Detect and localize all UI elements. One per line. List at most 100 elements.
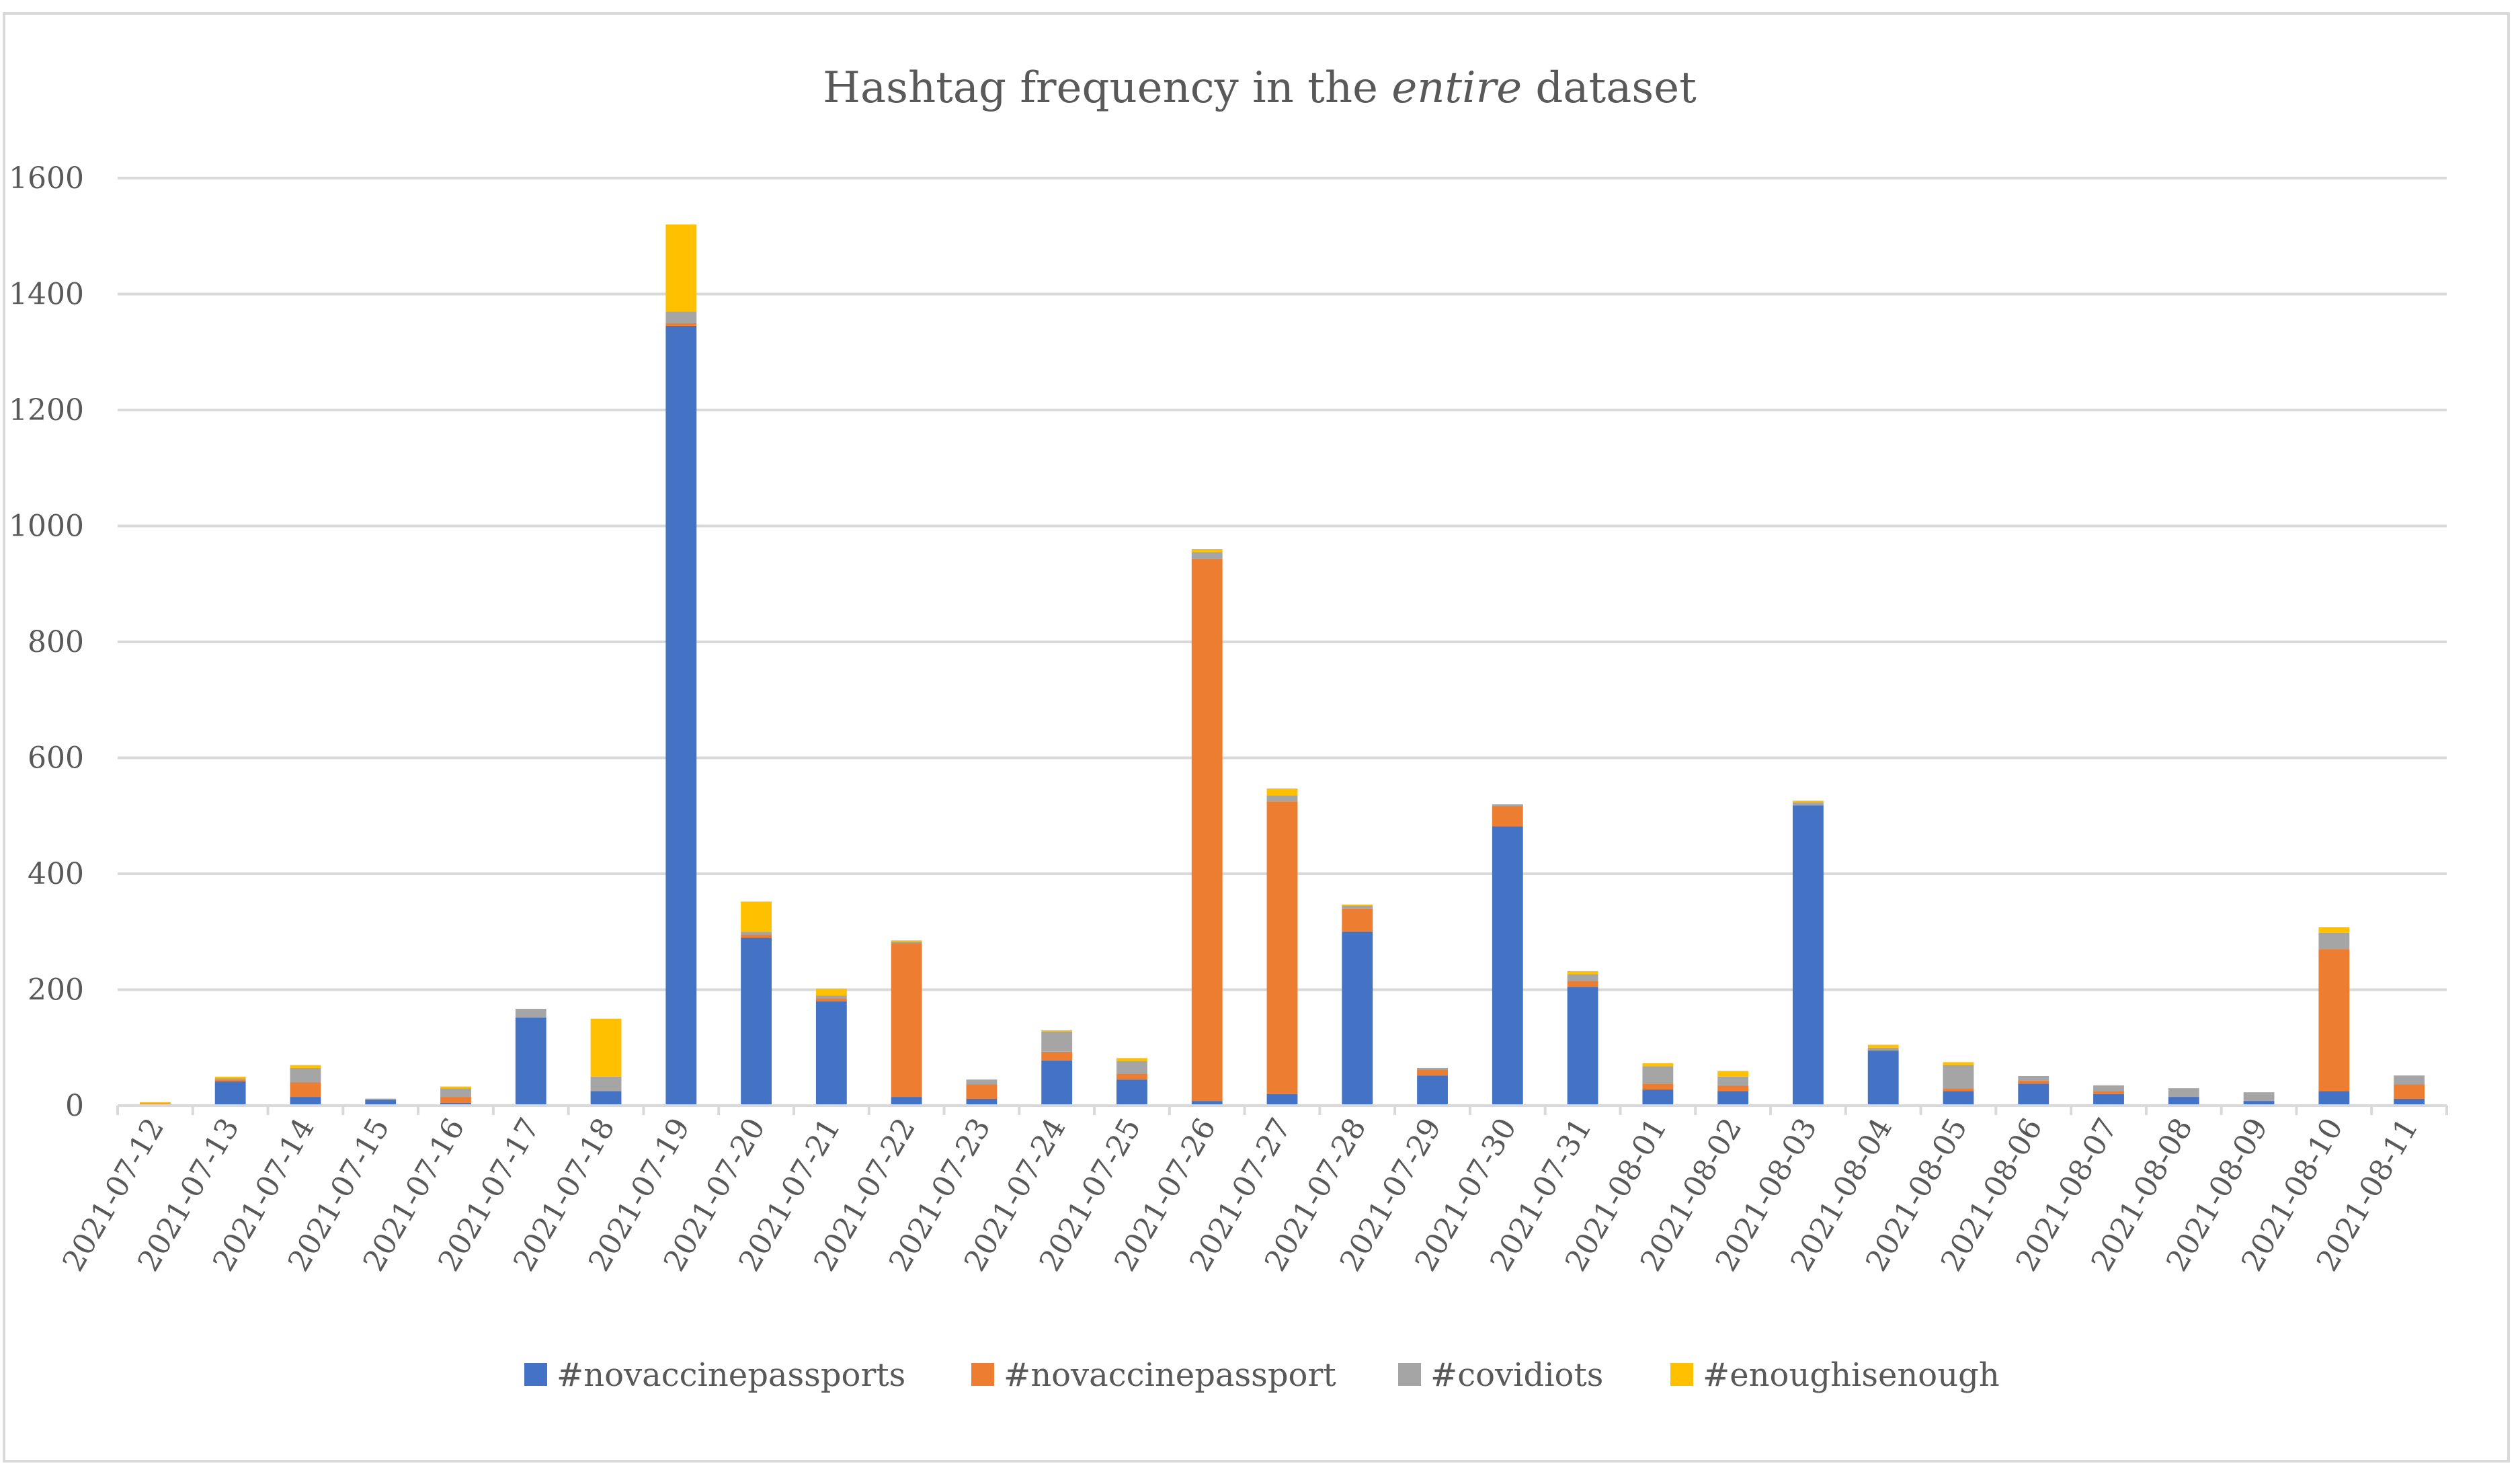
bar-segment [1116,1079,1147,1106]
y-tick-label: 400 [28,857,84,891]
bar-segment [1642,1083,1674,1090]
bar-segment [1417,1075,1448,1106]
legend-swatch [524,1363,547,1386]
bar-segment [214,1076,246,1079]
bar-segment [1342,905,1373,909]
bar-segment [1567,987,1598,1106]
bar-segment [2318,927,2350,933]
bar-segment [1492,804,1523,807]
bar-segment [1642,1089,1674,1106]
chart-title-part-2: entire [1391,63,1522,113]
bar-segment [1266,801,1298,1094]
bar-segment [1041,1031,1073,1052]
bar-segment [590,1076,622,1092]
bar-segment [440,1088,471,1098]
x-axis-ticks: 2021-07-122021-07-132021-07-142021-07-15… [56,1106,2448,1277]
bar-segment [741,901,772,932]
y-tick-label: 800 [28,625,84,659]
bar-segment [590,1018,622,1077]
bar-segment [1642,1063,1674,1067]
bar-segment [1642,1066,1674,1084]
bar-segment [365,1098,397,1100]
legend-swatch [971,1363,994,1386]
bar-segment [966,1084,998,1099]
bar-segment [2318,932,2350,950]
bar-segment [2394,1098,2425,1106]
bar-segment [815,1001,847,1106]
bar-segment [290,1065,321,1068]
bar-segment [1417,1067,1448,1070]
bar-segment [2018,1083,2049,1106]
bar-segment [2243,1092,2275,1102]
bar-segment [1266,795,1298,802]
y-axis-ticks: 0 200 400 600 800 1000 1200 1400 1600 [9,161,84,1123]
bar-segment [1191,549,1223,552]
bar-segment [815,998,847,1001]
bar-segment [440,1086,471,1089]
bar-segment [2018,1076,2049,1081]
bar-segment [2394,1075,2425,1085]
bar-segment [665,224,697,312]
legend-label: #enoughisenough [1703,1356,2000,1394]
bar-segment [1717,1091,1749,1106]
bar-segment [2394,1084,2425,1099]
y-tick-label: 1000 [9,509,84,544]
bar-segment [1567,971,1598,975]
bar-segment [1417,1069,1448,1076]
bar-segment [365,1100,397,1106]
bar-segment [440,1102,471,1106]
bar-segment [2243,1101,2275,1106]
bar-segment [290,1082,321,1098]
bar-segment [1116,1058,1147,1061]
bar-segment [1191,1101,1223,1106]
bar-segment [2168,1088,2199,1098]
legend-swatch [1670,1363,1693,1386]
bar-segment [2318,949,2350,1092]
chart-title: Hashtag frequency in the entire dataset [823,63,1697,113]
legend-label: #novaccinepassports [557,1356,905,1394]
bar-segment [2093,1094,2124,1106]
bar-segment [1041,1030,1073,1032]
bar-segment [1041,1060,1073,1106]
bar-segment [1342,932,1373,1106]
bar-segment [2093,1085,2124,1092]
bar-segment [741,934,772,938]
bar-segment [2168,1097,2199,1106]
bar-segment [1266,788,1298,796]
bar-segment [2093,1091,2124,1094]
bar-segment [440,1097,471,1103]
bar-segment [2018,1080,2049,1084]
bar-segment [891,941,922,944]
bar-segment [1867,1044,1899,1048]
bar-segment [815,988,847,996]
y-tick-label: 1600 [9,161,84,196]
bar-segment [891,1097,922,1106]
chart-title-part-3: dataset [1522,63,1697,113]
bar-segment [290,1067,321,1083]
bar-segment [1943,1062,1974,1065]
bar-segment [741,932,772,935]
bar-segment [891,940,922,942]
bar-segment [1492,806,1523,827]
bar-segment [1191,552,1223,559]
bar-segment [1342,904,1373,906]
legend-label: #covidiots [1430,1356,1603,1394]
bar-segment [139,1102,171,1104]
y-tick-label: 600 [28,741,84,776]
bar-segment [1191,559,1223,1102]
bar-segment [1717,1071,1749,1077]
bar-segment [1867,1051,1899,1106]
bar-segment [1793,802,1824,806]
bar-segment [214,1081,246,1106]
bar-segment [1717,1076,1749,1085]
bar-segment [1041,1051,1073,1061]
bar-segment [741,937,772,1106]
bar-segment [515,1017,546,1106]
bar-segment [1943,1088,1974,1092]
legend-swatch [1398,1363,1421,1386]
bar-segment [290,1097,321,1106]
bar-segment [1943,1091,1974,1106]
legend-label: #novaccinepassport [1004,1356,1336,1394]
bar-segment [665,325,697,1106]
